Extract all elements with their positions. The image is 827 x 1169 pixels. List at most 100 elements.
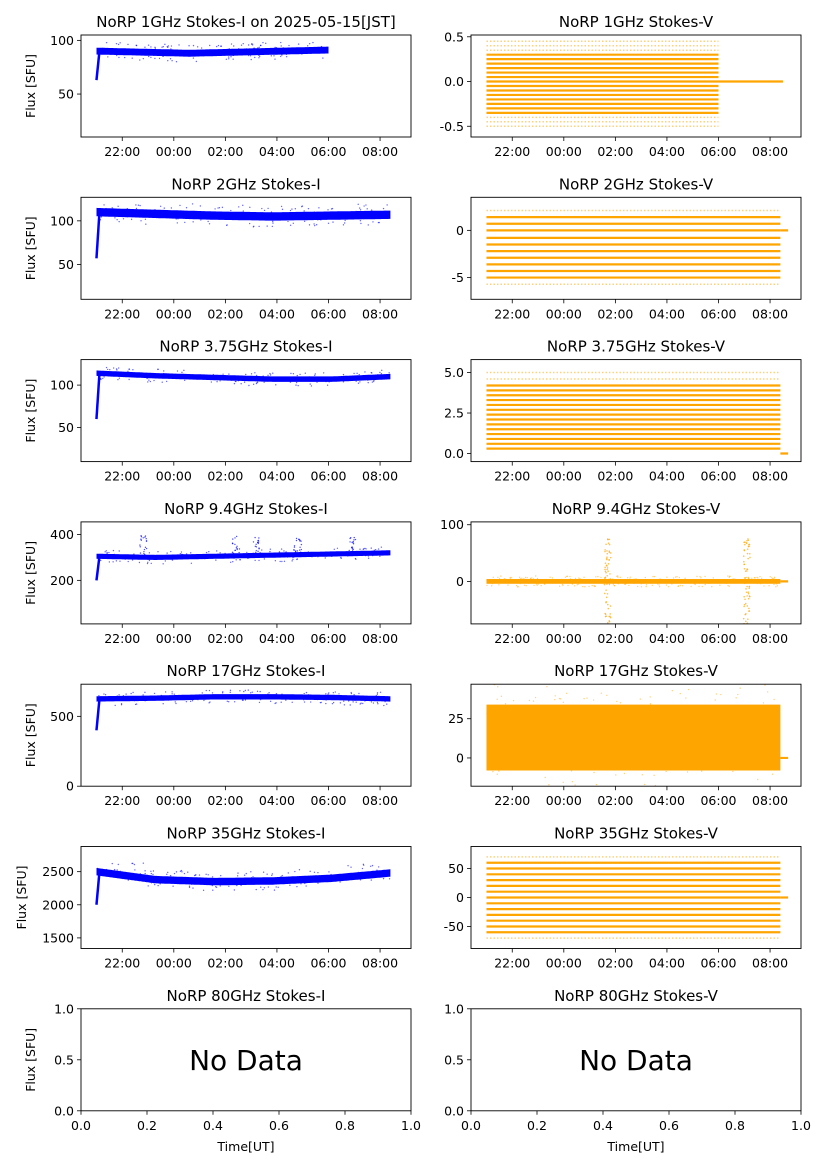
scatter-point (351, 547, 353, 549)
scatter-point (255, 888, 257, 891)
scatter-point (239, 690, 241, 692)
scatter-point (231, 215, 234, 217)
scatter-point (108, 561, 111, 563)
scatter-point (162, 51, 164, 53)
scatter-point (139, 50, 142, 52)
burst-point (748, 545, 750, 548)
scatter-point (766, 582, 769, 584)
y-tick-label: 2.5 (444, 406, 464, 421)
scatter-point (113, 553, 116, 556)
scatter-point (304, 882, 306, 885)
scatter-point (274, 702, 276, 705)
scatter-point (173, 557, 176, 560)
scatter-point (343, 700, 345, 702)
scatter-point (246, 551, 248, 554)
scatter-point (275, 47, 278, 49)
y-tick-label: 5.0 (444, 365, 464, 380)
scatter-point (312, 41, 314, 44)
burst-point (608, 543, 611, 546)
scatter-point (188, 886, 191, 889)
y-tick-label: 100 (50, 213, 74, 228)
scatter-point (720, 693, 722, 696)
scatter-point (179, 204, 181, 207)
scatter-point (760, 577, 763, 580)
scatter-point (101, 554, 104, 556)
burst-point (604, 550, 606, 553)
scatter-point (231, 551, 234, 554)
scatter-point (331, 555, 333, 558)
scatter-point (357, 871, 360, 874)
scatter-point (627, 682, 628, 683)
scatter-point (305, 691, 308, 694)
scatter-point (289, 377, 292, 379)
scatter-point (148, 559, 151, 562)
scatter-point (325, 693, 327, 695)
scatter-point (355, 377, 358, 380)
x-tick-label: 08:00 (752, 631, 788, 646)
scatter-point (243, 874, 246, 876)
scatter-point (146, 377, 148, 380)
scatter-point (171, 59, 173, 62)
scatter-point (633, 578, 635, 580)
scatter-point (561, 578, 563, 581)
scatter-point (122, 877, 124, 880)
scatter-point (208, 689, 211, 692)
scatter-point (293, 549, 295, 551)
scatter-point (365, 548, 367, 550)
scatter-point (216, 556, 219, 558)
scatter-point (146, 372, 148, 374)
scatter-point (117, 367, 120, 369)
scatter-point (366, 378, 368, 380)
scatter-point (515, 787, 516, 788)
scatter-point (234, 49, 237, 51)
scatter-point (562, 701, 565, 703)
scatter-point (181, 371, 183, 374)
scatter-point (275, 696, 277, 698)
scatter-point (128, 372, 130, 374)
scatter-point (620, 734, 622, 736)
burst-point (604, 612, 606, 615)
scatter-point (195, 60, 198, 63)
scatter-point (212, 889, 214, 891)
burst-point (605, 600, 608, 603)
scatter-point (255, 546, 258, 548)
scatter-point (331, 702, 334, 705)
scatter-point (773, 698, 775, 701)
scatter-point (743, 675, 744, 676)
scatter-point (167, 46, 169, 49)
scatter-point (649, 715, 651, 718)
scatter-point (343, 704, 346, 706)
y-axis-label: Flux [SFU] (23, 1028, 38, 1092)
scatter-point (639, 698, 642, 700)
scatter-point (381, 697, 383, 699)
scatter-point (260, 886, 262, 888)
scatter-point (185, 553, 188, 555)
burst-point (608, 550, 611, 553)
x-tick-label: 02:00 (207, 956, 243, 971)
burst-point (744, 541, 746, 544)
scatter-point (313, 211, 316, 213)
scatter-point (205, 689, 207, 692)
scatter-point (238, 697, 241, 700)
scatter-point (497, 676, 498, 677)
scatter-point (105, 52, 108, 54)
scatter-point (118, 694, 120, 696)
scatter-point (196, 46, 199, 48)
scatter-point (701, 585, 703, 588)
scatter-point (112, 561, 114, 563)
scatter-point (283, 560, 286, 563)
scatter-point (130, 218, 133, 221)
scatter-point (567, 581, 570, 584)
y-tick-label: 100 (440, 517, 464, 532)
scatter-point (230, 56, 232, 58)
scatter-point (281, 54, 283, 56)
scatter-point (98, 554, 100, 557)
scatter-point (232, 54, 235, 57)
scatter-point (190, 53, 192, 55)
scatter-point (727, 768, 730, 770)
scatter-point (262, 375, 264, 377)
scatter-point (274, 46, 276, 49)
scatter-point (343, 380, 345, 382)
x-tick-label: 04:00 (649, 793, 685, 808)
